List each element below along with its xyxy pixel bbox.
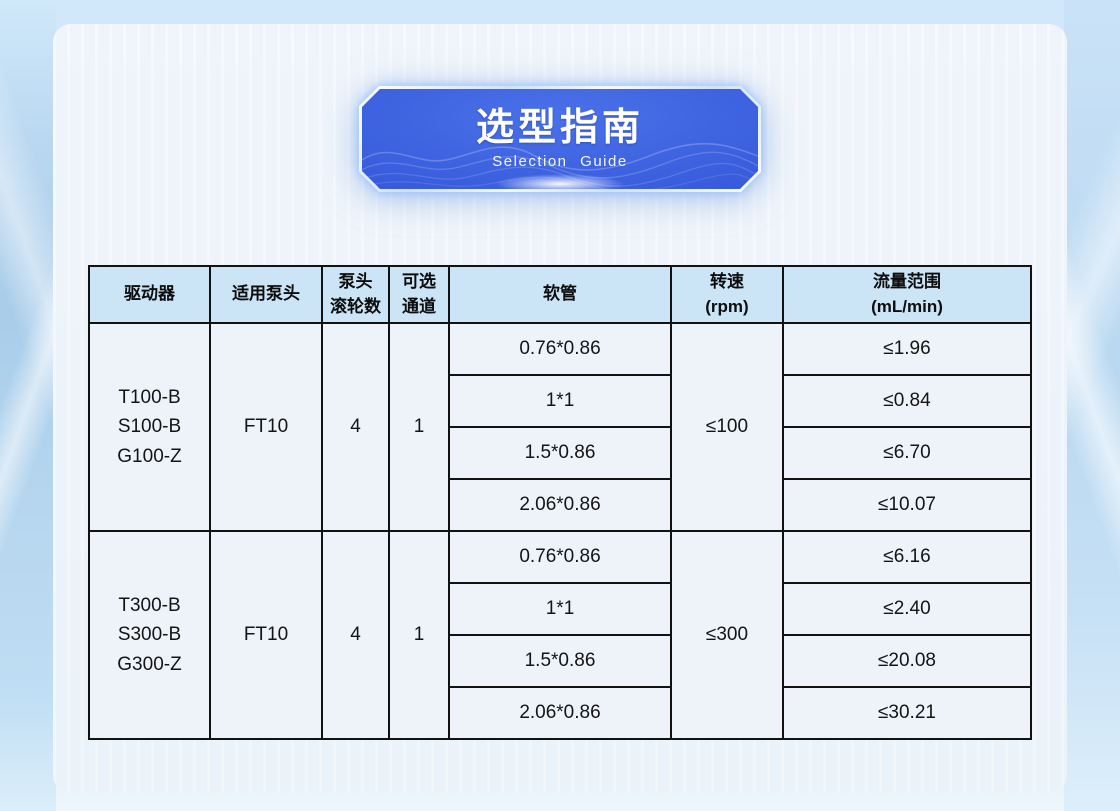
driver-models-cell: T300-B S300-B G300-Z bbox=[88, 530, 211, 740]
rpm-cell: ≤300 bbox=[670, 530, 784, 740]
hose-cell: 2.06*0.86 bbox=[448, 686, 672, 740]
flow-cell: ≤0.84 bbox=[782, 374, 1032, 428]
table-row: 2.06*0.86 ≤10.07 bbox=[89, 478, 1032, 532]
table-row: T100-B S100-B G100-Z FT10 4 1 0.76*0.86 … bbox=[88, 322, 1032, 532]
table-row: 1.5*0.86 ≤6.70 bbox=[89, 426, 1032, 480]
col-header-driver: 驱动器 bbox=[88, 265, 211, 324]
hose-cell: 1.5*0.86 bbox=[448, 634, 672, 688]
page-subtitle: Selection Guide bbox=[492, 152, 628, 170]
col-header-pump-head: 适用泵头 bbox=[209, 265, 323, 324]
badge-body: 选型指南 Selection Guide bbox=[362, 89, 758, 189]
hose-cell: 0.76*0.86 bbox=[448, 530, 672, 584]
header-row: 驱动器 适用泵头 泵头 滚轮数 可选 通道 软管 转速 (rpm) 流量范围 (… bbox=[88, 265, 1032, 324]
flow-cell: ≤6.16 bbox=[782, 530, 1032, 584]
rpm-cell: ≤100 bbox=[670, 322, 784, 532]
hose-cell: 1*1 bbox=[448, 582, 672, 636]
flow-cell: ≤6.70 bbox=[782, 426, 1032, 480]
left-edge-decoration bbox=[0, 0, 56, 811]
flow-cell: ≤30.21 bbox=[782, 686, 1032, 740]
hose-cell: 0.76*0.86 bbox=[448, 322, 672, 376]
title-badge: 选型指南 Selection Guide bbox=[359, 86, 761, 192]
channels-cell: 1 bbox=[388, 322, 450, 532]
pump-head-cell: FT10 bbox=[209, 530, 323, 740]
col-header-flow-range: 流量范围 (mL/min) bbox=[782, 265, 1032, 324]
channels-cell: 1 bbox=[388, 530, 450, 740]
flow-cell: ≤10.07 bbox=[782, 478, 1032, 532]
hose-cell: 1.5*0.86 bbox=[448, 426, 672, 480]
rollers-cell: 4 bbox=[321, 530, 390, 740]
flow-cell: ≤1.96 bbox=[782, 322, 1032, 376]
selection-guide-table: 驱动器 适用泵头 泵头 滚轮数 可选 通道 软管 转速 (rpm) 流量范围 (… bbox=[88, 265, 1032, 740]
col-header-speed: 转速 (rpm) bbox=[670, 265, 784, 324]
hose-cell: 2.06*0.86 bbox=[448, 478, 672, 532]
hose-cell: 1*1 bbox=[448, 374, 672, 428]
flow-cell: ≤2.40 bbox=[782, 582, 1032, 636]
flow-cell: ≤20.08 bbox=[782, 634, 1032, 688]
driver-models-cell: T100-B S100-B G100-Z bbox=[88, 322, 211, 532]
table-row: 1.5*0.86 ≤20.08 bbox=[89, 634, 1032, 688]
pump-head-cell: FT10 bbox=[209, 322, 323, 532]
col-header-channels: 可选 通道 bbox=[388, 265, 450, 324]
right-edge-decoration bbox=[1064, 0, 1120, 811]
table-row: 1*1 ≤0.84 bbox=[89, 374, 1032, 428]
page-title: 选型指南 bbox=[475, 107, 644, 150]
table-row: 1*1 ≤2.40 bbox=[89, 582, 1032, 636]
badge-glow-flare bbox=[495, 174, 625, 189]
table-row: T300-B S300-B G300-Z FT10 4 1 0.76*0.86 … bbox=[88, 530, 1032, 740]
rollers-cell: 4 bbox=[321, 322, 390, 532]
col-header-rollers: 泵头 滚轮数 bbox=[321, 265, 390, 324]
badge-frame-border: 选型指南 Selection Guide bbox=[359, 86, 761, 192]
col-header-hose: 软管 bbox=[448, 265, 672, 324]
table-row: 2.06*0.86 ≤30.21 bbox=[89, 686, 1032, 740]
